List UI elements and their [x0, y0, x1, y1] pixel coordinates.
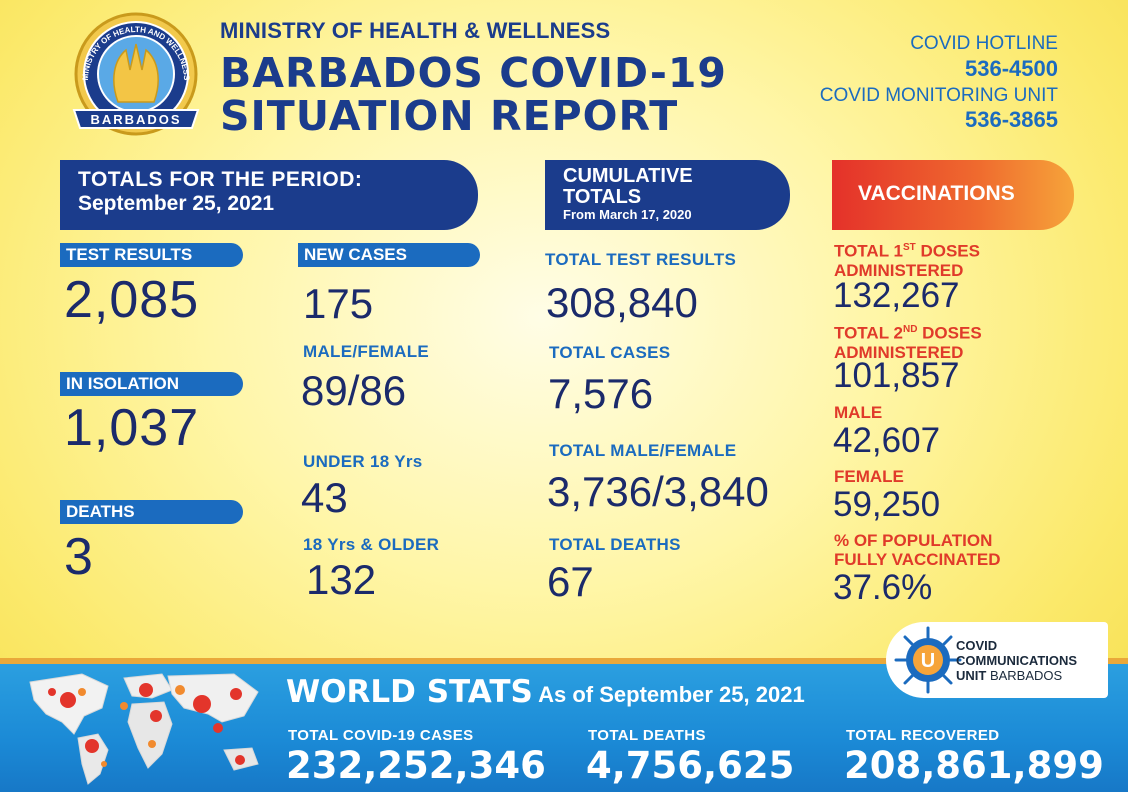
total-test-results-value: 308,840 — [546, 279, 698, 326]
monitoring-unit-label: COVID MONITORING UNIT — [819, 85, 1058, 106]
period-banner: TOTALS FOR THE PERIOD: September 25, 202… — [60, 160, 478, 230]
test-results-pill: TEST RESULTS — [60, 243, 243, 267]
second-doses-value: 101,857 — [833, 356, 960, 395]
ccu-line3: UNIT BARBADOS — [956, 668, 1063, 683]
monitoring-unit-number: 536-3865 — [965, 107, 1058, 132]
ministry-name: MINISTRY OF HEALTH & WELLNESS — [220, 18, 611, 43]
seal-bottom-text: BARBADOS — [90, 112, 181, 127]
total-deaths-label: TOTAL DEATHS — [549, 535, 681, 554]
first-doses-label: TOTAL 1ST DOSES ADMINISTERED — [834, 241, 980, 280]
vaccinations-banner: VACCINATIONS — [832, 160, 1074, 230]
pct-fully-vaccinated-value: 37.6% — [833, 568, 933, 607]
pct-fully-vaccinated-label: % OF POPULATION FULLY VACCINATED — [834, 531, 1001, 569]
vax-female-value: 59,250 — [833, 485, 941, 524]
cumulative-banner-line1: CUMULATIVE — [563, 165, 693, 187]
cumulative-banner: CUMULATIVE TOTALS From March 17, 2020 — [545, 160, 790, 230]
report-title: BARBADOS COVID-19 SITUATION REPORT — [220, 52, 727, 138]
hotline-number: 536-4500 — [965, 56, 1058, 81]
world-map-icon — [29, 673, 259, 785]
over-18-label: 18 Yrs & OLDER — [303, 535, 440, 554]
isolation-value: 1,037 — [64, 399, 200, 457]
male-female-label: MALE/FEMALE — [303, 342, 430, 361]
world-recovered-value: 208,861,899 — [844, 744, 1104, 787]
world-stats-title: WORLD STATS As of September 25, 2021 — [286, 674, 805, 710]
ccu-line1: COVID — [956, 638, 998, 653]
vax-male-label: MALE — [834, 403, 883, 422]
virus-icon: U — [894, 626, 962, 694]
test-results-value: 2,085 — [64, 271, 200, 329]
world-stats-date: As of September 25, 2021 — [532, 682, 805, 707]
period-banner-line1: TOTALS FOR THE PERIOD: — [78, 168, 363, 191]
cumulative-banner-date: From March 17, 2020 — [563, 207, 692, 222]
world-stats-heading: WORLD STATS — [286, 674, 533, 710]
new-cases-value: 175 — [303, 280, 374, 327]
total-male-female-label: TOTAL MALE/FEMALE — [549, 441, 737, 460]
vax-male-value: 42,607 — [833, 421, 941, 460]
report-title-line1: BARBADOS COVID-19 — [220, 49, 727, 97]
under-18-value: 43 — [301, 474, 348, 521]
world-deaths-label: TOTAL DEATHS — [588, 727, 706, 744]
total-cases-value: 7,576 — [548, 370, 654, 417]
ccu-text: COVID COMMUNICATIONS UNIT BARBADOS — [956, 638, 1077, 683]
deaths-value: 3 — [64, 528, 94, 586]
under-18-label: UNDER 18 Yrs — [303, 452, 423, 471]
ccu-line2: COMMUNICATIONS — [956, 653, 1078, 668]
total-deaths-value: 67 — [547, 558, 594, 605]
vax-female-label: FEMALE — [834, 467, 904, 486]
total-cases-label: TOTAL CASES — [549, 343, 671, 362]
male-female-value: 89/86 — [301, 367, 407, 414]
first-doses-value: 132,267 — [833, 276, 960, 315]
world-recovered-label: TOTAL RECOVERED — [846, 727, 1000, 744]
isolation-pill: IN ISOLATION — [60, 372, 243, 396]
svg-text:U: U — [921, 650, 935, 672]
total-test-results-label: TOTAL TEST RESULTS — [545, 250, 737, 269]
deaths-pill: DEATHS — [60, 500, 243, 524]
second-doses-label: TOTAL 2ND DOSES ADMINISTERED — [834, 323, 982, 362]
hotline-label: COVID HOTLINE — [910, 33, 1058, 54]
report-title-line2: SITUATION REPORT — [220, 92, 679, 140]
over-18-value: 132 — [306, 556, 377, 603]
world-cases-label: TOTAL COVID-19 CASES — [288, 727, 474, 744]
world-deaths-value: 4,756,625 — [586, 744, 795, 787]
period-banner-date: September 25, 2021 — [78, 192, 275, 215]
new-cases-pill: NEW CASES — [298, 243, 480, 267]
cumulative-banner-line2: TOTALS — [563, 186, 642, 208]
total-male-female-value: 3,736/3,840 — [547, 468, 769, 515]
world-cases-value: 232,252,346 — [286, 744, 546, 787]
ministry-seal-logo: MINISTRY OF HEALTH AND WELLNESS BARBADOS — [72, 12, 200, 136]
